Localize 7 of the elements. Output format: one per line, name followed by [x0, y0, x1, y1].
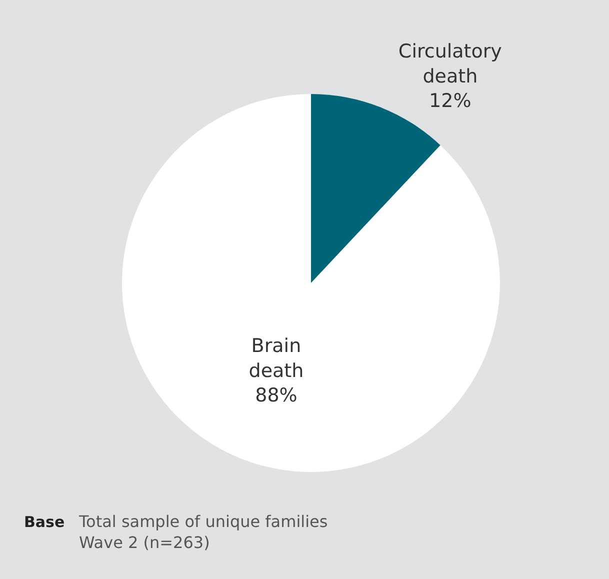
slice-label: Circulatory death [398, 40, 502, 88]
text: Total sample of unique families Wave 2 (n=263) [78, 512, 328, 552]
pie-slice [122, 94, 500, 472]
data-label: 12% [429, 90, 472, 112]
text: Base [24, 513, 65, 531]
data-label: 88% [255, 384, 298, 407]
slice-label: Brain death [248, 335, 304, 382]
